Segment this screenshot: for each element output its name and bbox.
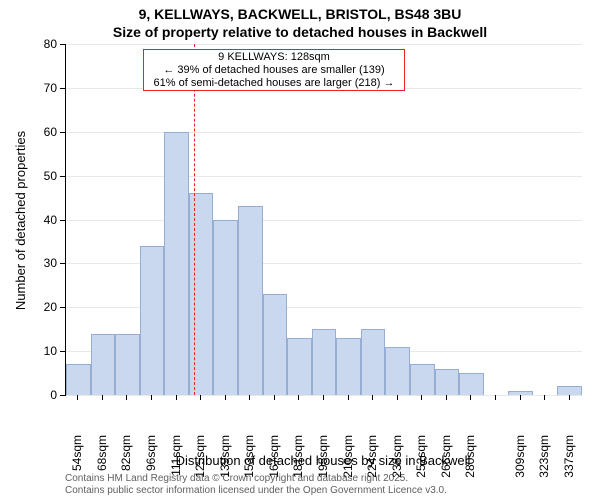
y-tick-label: 60	[33, 125, 57, 139]
chart-container: { "chart": { "type": "histogram", "title…	[0, 0, 600, 500]
reference-line	[194, 44, 195, 395]
chart-title-line1: 9, KELLWAYS, BACKWELL, BRISTOL, BS48 3BU	[0, 6, 600, 22]
bar	[361, 329, 386, 395]
x-tick-mark	[274, 395, 275, 400]
x-tick-mark	[348, 395, 349, 400]
x-tick-label: 68sqm	[95, 435, 109, 485]
footer-line2: Contains public sector information licen…	[65, 485, 447, 496]
x-tick-mark	[176, 395, 177, 400]
x-tick-label: 309sqm	[513, 435, 527, 485]
grid-line	[66, 176, 582, 177]
grid-line	[66, 44, 582, 45]
x-tick-mark	[495, 395, 496, 400]
x-tick-mark	[225, 395, 226, 400]
bar	[238, 206, 263, 395]
y-tick-label: 50	[33, 169, 57, 183]
y-tick-label: 80	[33, 37, 57, 51]
y-tick-mark	[60, 307, 65, 308]
x-tick-mark	[323, 395, 324, 400]
annotation-line3: 61% of semi-detached houses are larger (…	[146, 77, 402, 90]
x-tick-label: 139sqm	[218, 435, 232, 485]
x-tick-label: 238sqm	[390, 435, 404, 485]
x-tick-label: 54sqm	[70, 435, 84, 485]
x-tick-label: 280sqm	[463, 435, 477, 485]
x-tick-mark	[446, 395, 447, 400]
y-tick-label: 40	[33, 213, 57, 227]
x-tick-mark	[372, 395, 373, 400]
y-tick-mark	[60, 395, 65, 396]
bar	[164, 132, 189, 395]
x-tick-mark	[397, 395, 398, 400]
x-tick-label: 96sqm	[144, 435, 158, 485]
y-tick-mark	[60, 351, 65, 352]
y-tick-label: 20	[33, 300, 57, 314]
bar	[459, 373, 484, 395]
y-tick-label: 30	[33, 256, 57, 270]
y-axis-title: Number of detached properties	[13, 45, 28, 396]
bar	[140, 246, 165, 395]
x-tick-mark	[421, 395, 422, 400]
x-tick-label: 266sqm	[439, 435, 453, 485]
y-tick-mark	[60, 44, 65, 45]
bar	[115, 334, 140, 395]
annotation-box: 9 KELLWAYS: 128sqm ← 39% of detached hou…	[143, 49, 405, 91]
grid-line	[66, 395, 582, 396]
bar	[410, 364, 435, 395]
bar	[263, 294, 288, 395]
x-tick-label: 252sqm	[414, 435, 428, 485]
plot-area	[65, 44, 582, 396]
y-tick-mark	[60, 176, 65, 177]
y-tick-mark	[60, 263, 65, 264]
bar	[91, 334, 116, 395]
bar	[312, 329, 337, 395]
y-tick-mark	[60, 220, 65, 221]
x-tick-label: 195sqm	[316, 435, 330, 485]
y-tick-mark	[60, 132, 65, 133]
bar	[557, 386, 582, 395]
x-tick-mark	[126, 395, 127, 400]
bar	[66, 364, 91, 395]
y-tick-label: 10	[33, 344, 57, 358]
x-tick-label: 181sqm	[291, 435, 305, 485]
bar	[189, 193, 214, 395]
x-tick-mark	[544, 395, 545, 400]
x-tick-mark	[298, 395, 299, 400]
x-tick-label: 210sqm	[341, 435, 355, 485]
footer-line1: Contains HM Land Registry data © Crown c…	[65, 473, 408, 484]
bar	[287, 338, 312, 395]
bar	[508, 391, 533, 395]
x-tick-mark	[77, 395, 78, 400]
x-tick-label: 224sqm	[365, 435, 379, 485]
y-tick-mark	[60, 88, 65, 89]
x-tick-mark	[200, 395, 201, 400]
grid-line	[66, 132, 582, 133]
x-tick-label: 111sqm	[169, 435, 183, 485]
x-tick-mark	[569, 395, 570, 400]
x-tick-label: 82sqm	[119, 435, 133, 485]
x-tick-mark	[102, 395, 103, 400]
x-tick-label: 337sqm	[562, 435, 576, 485]
x-tick-label: 153sqm	[242, 435, 256, 485]
bar	[435, 369, 460, 395]
x-tick-mark	[151, 395, 152, 400]
annotation-line2: ← 39% of detached houses are smaller (13…	[146, 64, 402, 77]
y-tick-label: 0	[33, 388, 57, 402]
grid-line	[66, 220, 582, 221]
x-tick-label: 323sqm	[537, 435, 551, 485]
bar	[213, 220, 238, 396]
x-tick-mark	[249, 395, 250, 400]
annotation-line1: 9 KELLWAYS: 128sqm	[146, 51, 402, 64]
bar	[385, 347, 410, 395]
x-tick-mark	[520, 395, 521, 400]
chart-title-line2: Size of property relative to detached ho…	[0, 24, 600, 40]
x-tick-mark	[470, 395, 471, 400]
y-tick-label: 70	[33, 81, 57, 95]
x-tick-label: 167sqm	[267, 435, 281, 485]
bar	[336, 338, 361, 395]
x-tick-label: 125sqm	[193, 435, 207, 485]
